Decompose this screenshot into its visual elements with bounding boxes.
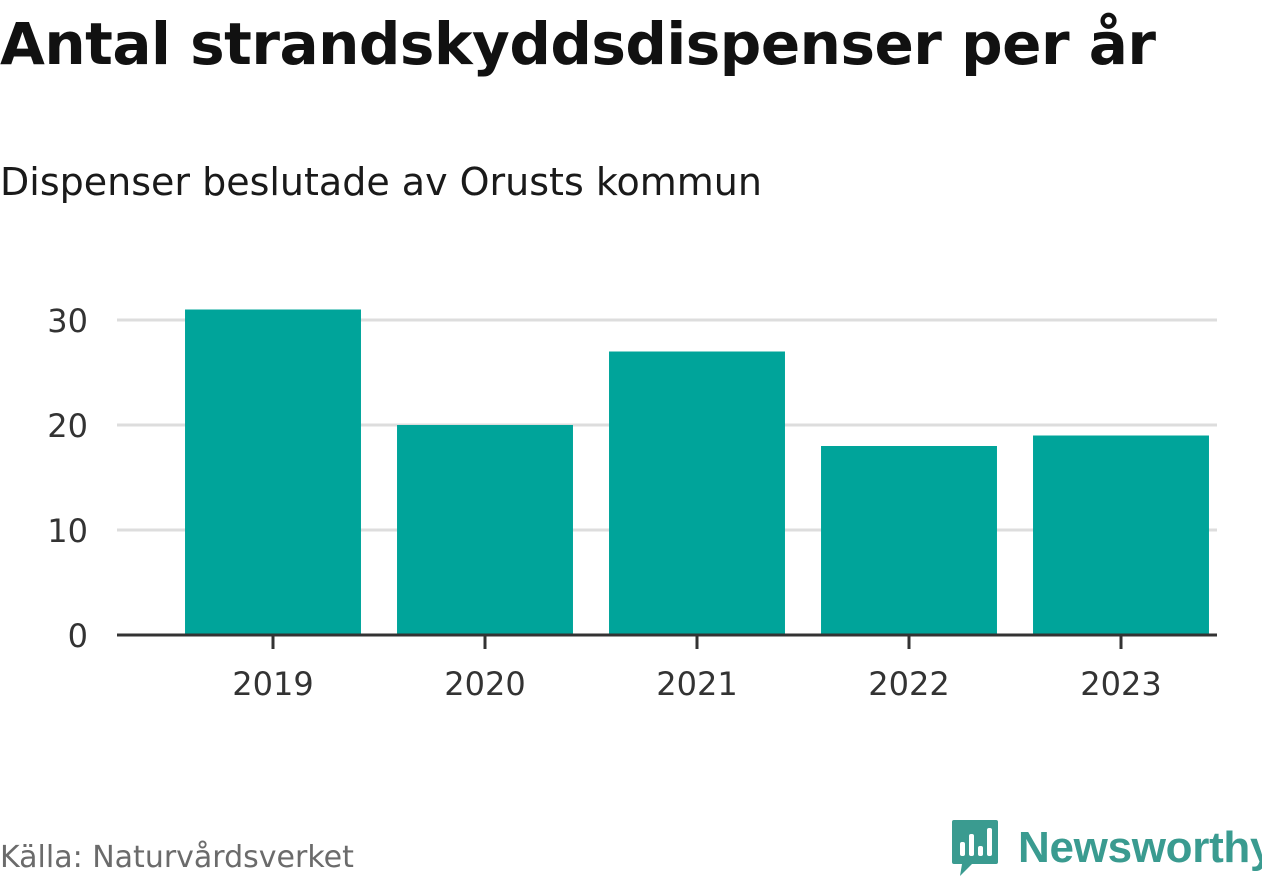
x-tick-label-2020: 2020 <box>444 665 525 703</box>
source-note: Källa: Naturvårdsverket <box>0 840 354 875</box>
chart-subtitle: Dispenser beslutade av Orusts kommun <box>0 160 762 204</box>
y-tick-label-0: 0 <box>68 617 88 655</box>
newsworthy-logo[interactable]: Newsworthy <box>950 818 1262 878</box>
x-tick-label-2023: 2023 <box>1080 665 1161 703</box>
y-tick-label-10: 10 <box>47 512 88 550</box>
bar-2020 <box>397 425 573 635</box>
bar-layer <box>185 309 1209 635</box>
chart-title: Antal strandskyddsdispenser per år <box>0 10 1156 78</box>
x-tick-label-2021: 2021 <box>656 665 737 703</box>
axis-layer <box>117 633 1217 649</box>
bar-2022 <box>821 446 997 635</box>
newsworthy-logo-text: Newsworthy <box>1018 823 1262 872</box>
y-tick-label-30: 30 <box>47 302 88 340</box>
x-tick-label-2022: 2022 <box>868 665 949 703</box>
y-tick-label-20: 20 <box>47 407 88 445</box>
x-tick-label-2019: 2019 <box>232 665 313 703</box>
label-layer: 0 10 20 30 2019 2020 2021 2022 2023 <box>47 302 1161 703</box>
bar-2021 <box>609 351 785 635</box>
bar-2023 <box>1033 435 1209 635</box>
newsworthy-logo-icon <box>952 820 998 876</box>
bar-2019 <box>185 309 361 635</box>
